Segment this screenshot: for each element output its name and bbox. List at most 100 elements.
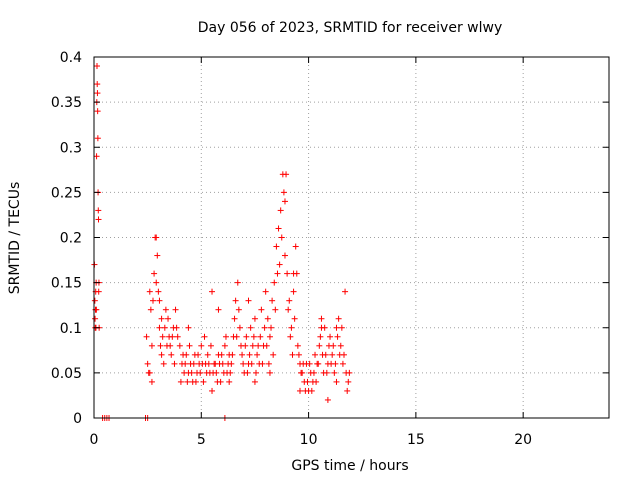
chart-title: Day 056 of 2023, SRMTID for receiver wlw… xyxy=(198,20,503,36)
data-point xyxy=(288,324,295,331)
data-point xyxy=(338,324,345,331)
data-point xyxy=(285,306,292,313)
data-point xyxy=(273,243,280,250)
data-point xyxy=(266,369,273,376)
data-point xyxy=(255,342,262,349)
data-point xyxy=(176,342,183,349)
data-point xyxy=(318,315,325,322)
data-point xyxy=(95,288,102,295)
data-point xyxy=(264,315,271,322)
data-point xyxy=(339,360,346,367)
data-point xyxy=(265,360,272,367)
data-point xyxy=(195,351,202,358)
data-point xyxy=(289,351,296,358)
data-point xyxy=(313,378,320,385)
data-point xyxy=(184,378,191,385)
data-point xyxy=(231,315,238,322)
data-point xyxy=(169,333,176,340)
data-point xyxy=(162,306,169,313)
data-point xyxy=(278,234,285,241)
data-point xyxy=(225,360,232,367)
data-point xyxy=(317,333,324,340)
data-point xyxy=(287,333,294,340)
data-point xyxy=(150,297,157,304)
data-point xyxy=(200,378,207,385)
data-point xyxy=(222,333,229,340)
data-point xyxy=(344,387,351,394)
data-point xyxy=(153,279,160,286)
data-point xyxy=(306,360,313,367)
data-point xyxy=(143,333,150,340)
y-tick-label: 0 xyxy=(73,411,82,427)
data-point xyxy=(280,189,287,196)
data-point xyxy=(185,324,192,331)
data-point xyxy=(205,360,212,367)
data-point xyxy=(340,351,347,358)
data-point xyxy=(312,351,319,358)
data-point xyxy=(329,351,336,358)
data-point xyxy=(271,279,278,286)
data-point xyxy=(316,342,323,349)
data-point xyxy=(236,324,243,331)
data-point xyxy=(167,342,174,349)
data-point xyxy=(275,225,282,232)
data-point xyxy=(221,342,228,349)
data-point xyxy=(332,360,339,367)
data-point xyxy=(94,108,101,115)
data-point xyxy=(159,333,166,340)
data-point xyxy=(153,234,160,241)
y-axis-label: SRMTID / TECUs xyxy=(7,182,23,295)
data-point xyxy=(146,288,153,295)
data-point xyxy=(272,306,279,313)
data-point xyxy=(173,324,180,331)
data-point xyxy=(198,342,205,349)
data-point xyxy=(263,342,270,349)
data-point xyxy=(274,270,281,277)
data-point xyxy=(216,360,223,367)
data-point xyxy=(192,378,199,385)
data-point xyxy=(281,198,288,205)
data-point xyxy=(92,315,99,322)
data-point xyxy=(158,351,165,358)
data-point xyxy=(261,324,268,331)
data-point xyxy=(94,135,101,142)
data-point xyxy=(254,351,261,358)
data-point xyxy=(342,288,349,295)
data-points xyxy=(91,63,353,421)
data-point xyxy=(308,387,315,394)
data-point xyxy=(323,369,330,376)
data-point xyxy=(337,342,344,349)
y-tick-label: 0.1 xyxy=(60,321,82,337)
data-point xyxy=(310,369,317,376)
data-point xyxy=(334,333,341,340)
data-point xyxy=(250,333,257,340)
x-axis-label: GPS time / hours xyxy=(291,458,408,474)
data-point xyxy=(199,360,206,367)
data-point xyxy=(281,252,288,259)
data-point xyxy=(266,333,273,340)
x-tick-label: 5 xyxy=(197,432,206,448)
data-point xyxy=(156,297,163,304)
data-point xyxy=(246,351,253,358)
data-point xyxy=(201,333,208,340)
y-tick-label: 0.3 xyxy=(60,140,82,156)
data-point xyxy=(188,369,195,376)
data-point xyxy=(148,342,155,349)
data-point xyxy=(190,360,197,367)
data-point xyxy=(251,315,258,322)
data-point xyxy=(210,369,217,376)
data-point xyxy=(242,342,249,349)
data-point xyxy=(318,324,325,331)
data-point xyxy=(156,324,163,331)
data-point xyxy=(253,369,260,376)
data-point xyxy=(243,333,250,340)
data-point xyxy=(227,369,234,376)
y-tick-label: 0.05 xyxy=(51,366,82,382)
data-point xyxy=(302,387,309,394)
data-point xyxy=(346,369,353,376)
axis-ticks: 0 0.05 0.1 0.15 0.2 0.25 0.3 0.35 0.4 0 5 10 15 20 xyxy=(51,50,609,448)
data-point xyxy=(270,351,277,358)
data-point xyxy=(335,315,342,322)
data-point xyxy=(203,369,210,376)
